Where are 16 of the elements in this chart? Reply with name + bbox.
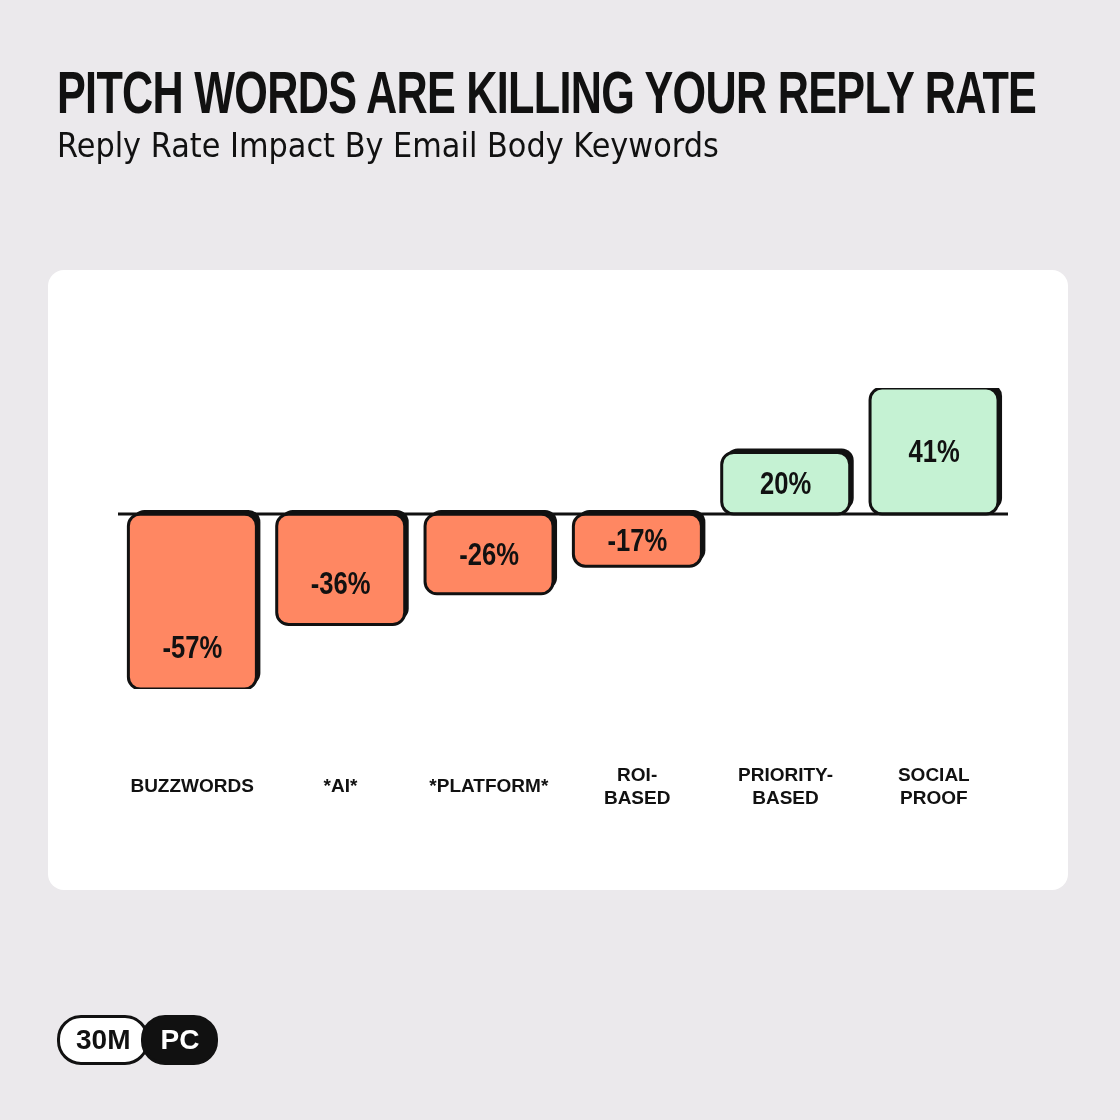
chart-subtitle: Reply Rate Impact By Email Body Keywords [57,126,719,165]
text: PC [141,1015,219,1065]
x-tick-label: *AI* [323,775,358,796]
chart-title: PITCH WORDS ARE KILLING YOUR REPLY RATE [57,58,1037,127]
data-label: -17% [607,522,668,558]
x-tick-label: BUZZWORDS [130,775,254,796]
data-label: -57% [162,629,223,665]
x-tick-label: *PLATFORM* [429,775,549,796]
x-tick-label: SOCIAL PROOF [897,764,971,808]
data-label: -26% [459,536,519,572]
data-label: 41% [908,433,960,469]
data-label: 20% [760,465,812,501]
x-tick-label: ROI-BASED [603,764,671,808]
x-tick-label: PRIORITY-BASED [737,764,834,808]
text: 30M [57,1015,150,1065]
data-label: -36% [310,564,371,601]
